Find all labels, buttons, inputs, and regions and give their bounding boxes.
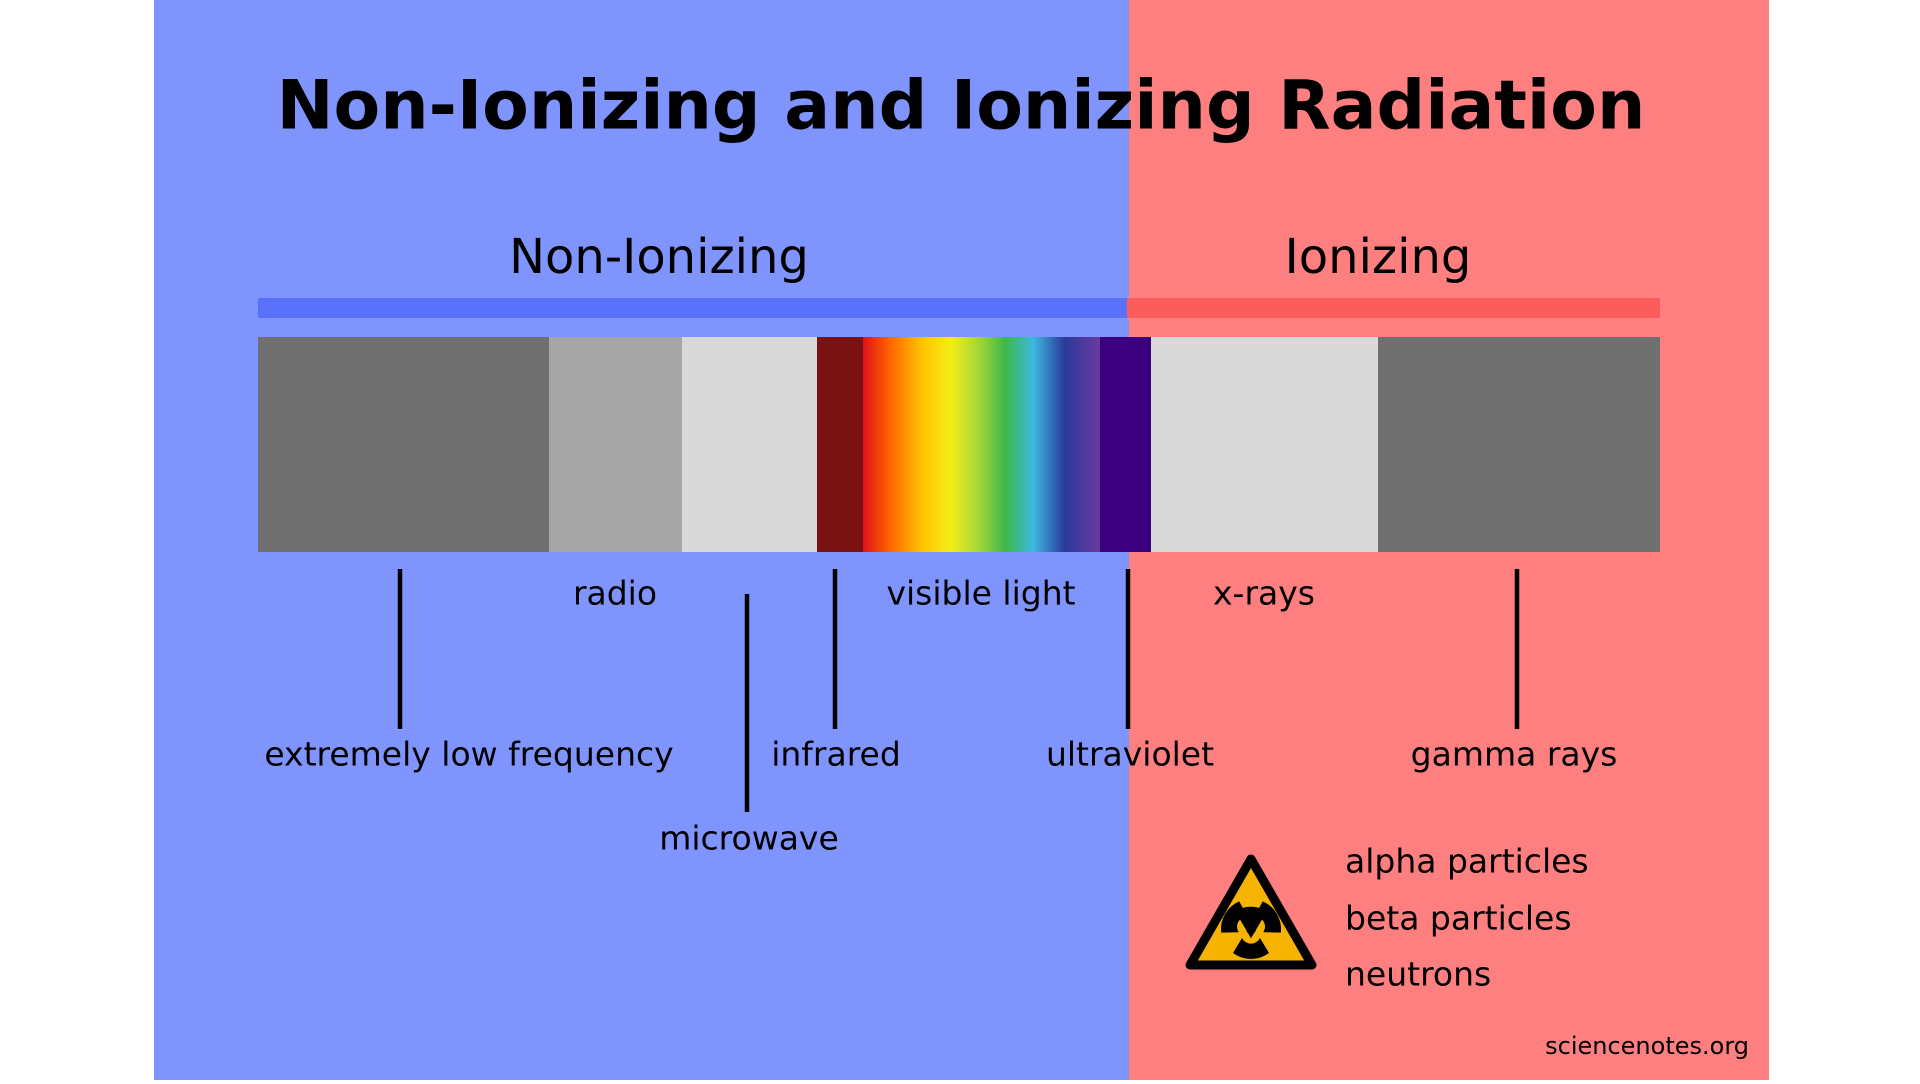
title: Non-Ionizing and Ionizing Radiation (277, 67, 1646, 146)
spectrum (258, 337, 1660, 552)
section-label: Ionizing (1285, 229, 1472, 285)
credit: sciencenotes.org (1545, 1032, 1749, 1060)
particle-label: neutrons (1345, 955, 1491, 994)
ultraviolet-band (1100, 337, 1151, 552)
radiation-icon (1185, 854, 1317, 970)
band-label: x-rays (1213, 574, 1315, 613)
band-label: gamma rays (1411, 735, 1618, 774)
visible-band (863, 337, 1100, 552)
microwave-band (682, 337, 817, 552)
band-label: microwave (659, 819, 839, 858)
section-label: Non-Ionizing (509, 229, 809, 285)
elf-band (258, 337, 549, 552)
non-ionizing-bar (258, 298, 1127, 318)
band-label: ultraviolet (1046, 735, 1214, 774)
ionizing-bar (1127, 298, 1660, 318)
infrared-band (817, 337, 863, 552)
radio-band (549, 337, 682, 552)
band-label: extremely low frequency (264, 735, 673, 774)
band-label: visible light (886, 574, 1075, 613)
gamma-band (1378, 337, 1660, 552)
particle-label: alpha particles (1345, 842, 1589, 881)
particle-label: beta particles (1345, 899, 1572, 938)
band-label: radio (573, 574, 657, 613)
band-label: infrared (771, 735, 901, 774)
x-ray-band (1151, 337, 1378, 552)
